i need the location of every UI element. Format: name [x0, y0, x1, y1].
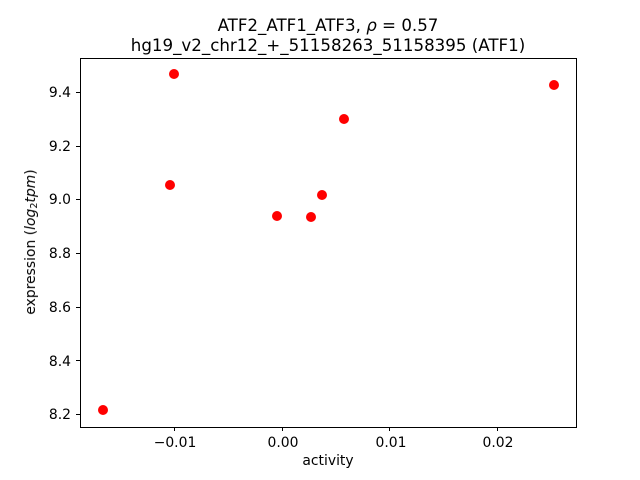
x-tick: [281, 427, 283, 432]
chart-title: ATF2_ATF1_ATF3, ρ = 0.57 hg19_v2_chr12_+…: [131, 16, 525, 56]
data-point: [339, 114, 350, 125]
data-point: [316, 189, 327, 200]
plot-area: [79, 57, 577, 428]
rho-symbol: ρ: [366, 15, 377, 35]
y-tick: [76, 145, 80, 147]
y-tick-label: 9.4: [48, 85, 71, 102]
y-tick-label: 8.6: [48, 299, 71, 316]
y-axis-label: expression (log2tpm): [23, 169, 41, 316]
title-gene-names: ATF2_ATF1_ATF3,: [217, 15, 367, 35]
x-tick: [389, 427, 391, 432]
ylabel-suffix: ): [23, 169, 40, 176]
x-tick-label: 0.02: [482, 435, 514, 452]
data-point: [98, 405, 109, 416]
x-tick-label: 0.00: [267, 435, 299, 452]
data-point: [272, 211, 283, 222]
title-equals: =: [376, 15, 402, 35]
data-point: [548, 79, 559, 90]
chart-title-line1: ATF2_ATF1_ATF3, ρ = 0.57: [131, 16, 525, 36]
ylabel-prefix: expression (: [23, 230, 40, 316]
y-tick: [76, 360, 80, 362]
data-point: [306, 211, 317, 222]
x-tick-label: 0.01: [375, 435, 407, 452]
y-tick: [76, 252, 80, 254]
chart-title-line2: hg19_v2_chr12_+_51158263_51158395 (ATF1): [130, 35, 526, 55]
y-tick-label: 9.0: [48, 192, 71, 209]
y-tick: [76, 413, 80, 415]
y-tick-label: 8.4: [48, 353, 71, 370]
y-tick-label: 8.8: [48, 246, 71, 263]
y-tick-label: 8.2: [48, 407, 71, 424]
ylabel-log: log: [23, 209, 40, 231]
data-point: [165, 180, 176, 191]
y-tick: [76, 199, 80, 201]
data-point: [169, 69, 180, 80]
ylabel-log-subscript: 2: [29, 202, 41, 210]
rho-value: 0.57: [401, 15, 439, 35]
ylabel-tpm: tpm: [23, 175, 40, 203]
x-tick: [173, 427, 175, 432]
y-tick: [76, 306, 80, 308]
y-tick: [76, 91, 80, 93]
x-tick-label: −0.01: [153, 435, 197, 452]
y-tick-label: 9.2: [48, 138, 71, 155]
x-tick: [497, 427, 499, 432]
x-axis-label: activity: [302, 452, 354, 469]
